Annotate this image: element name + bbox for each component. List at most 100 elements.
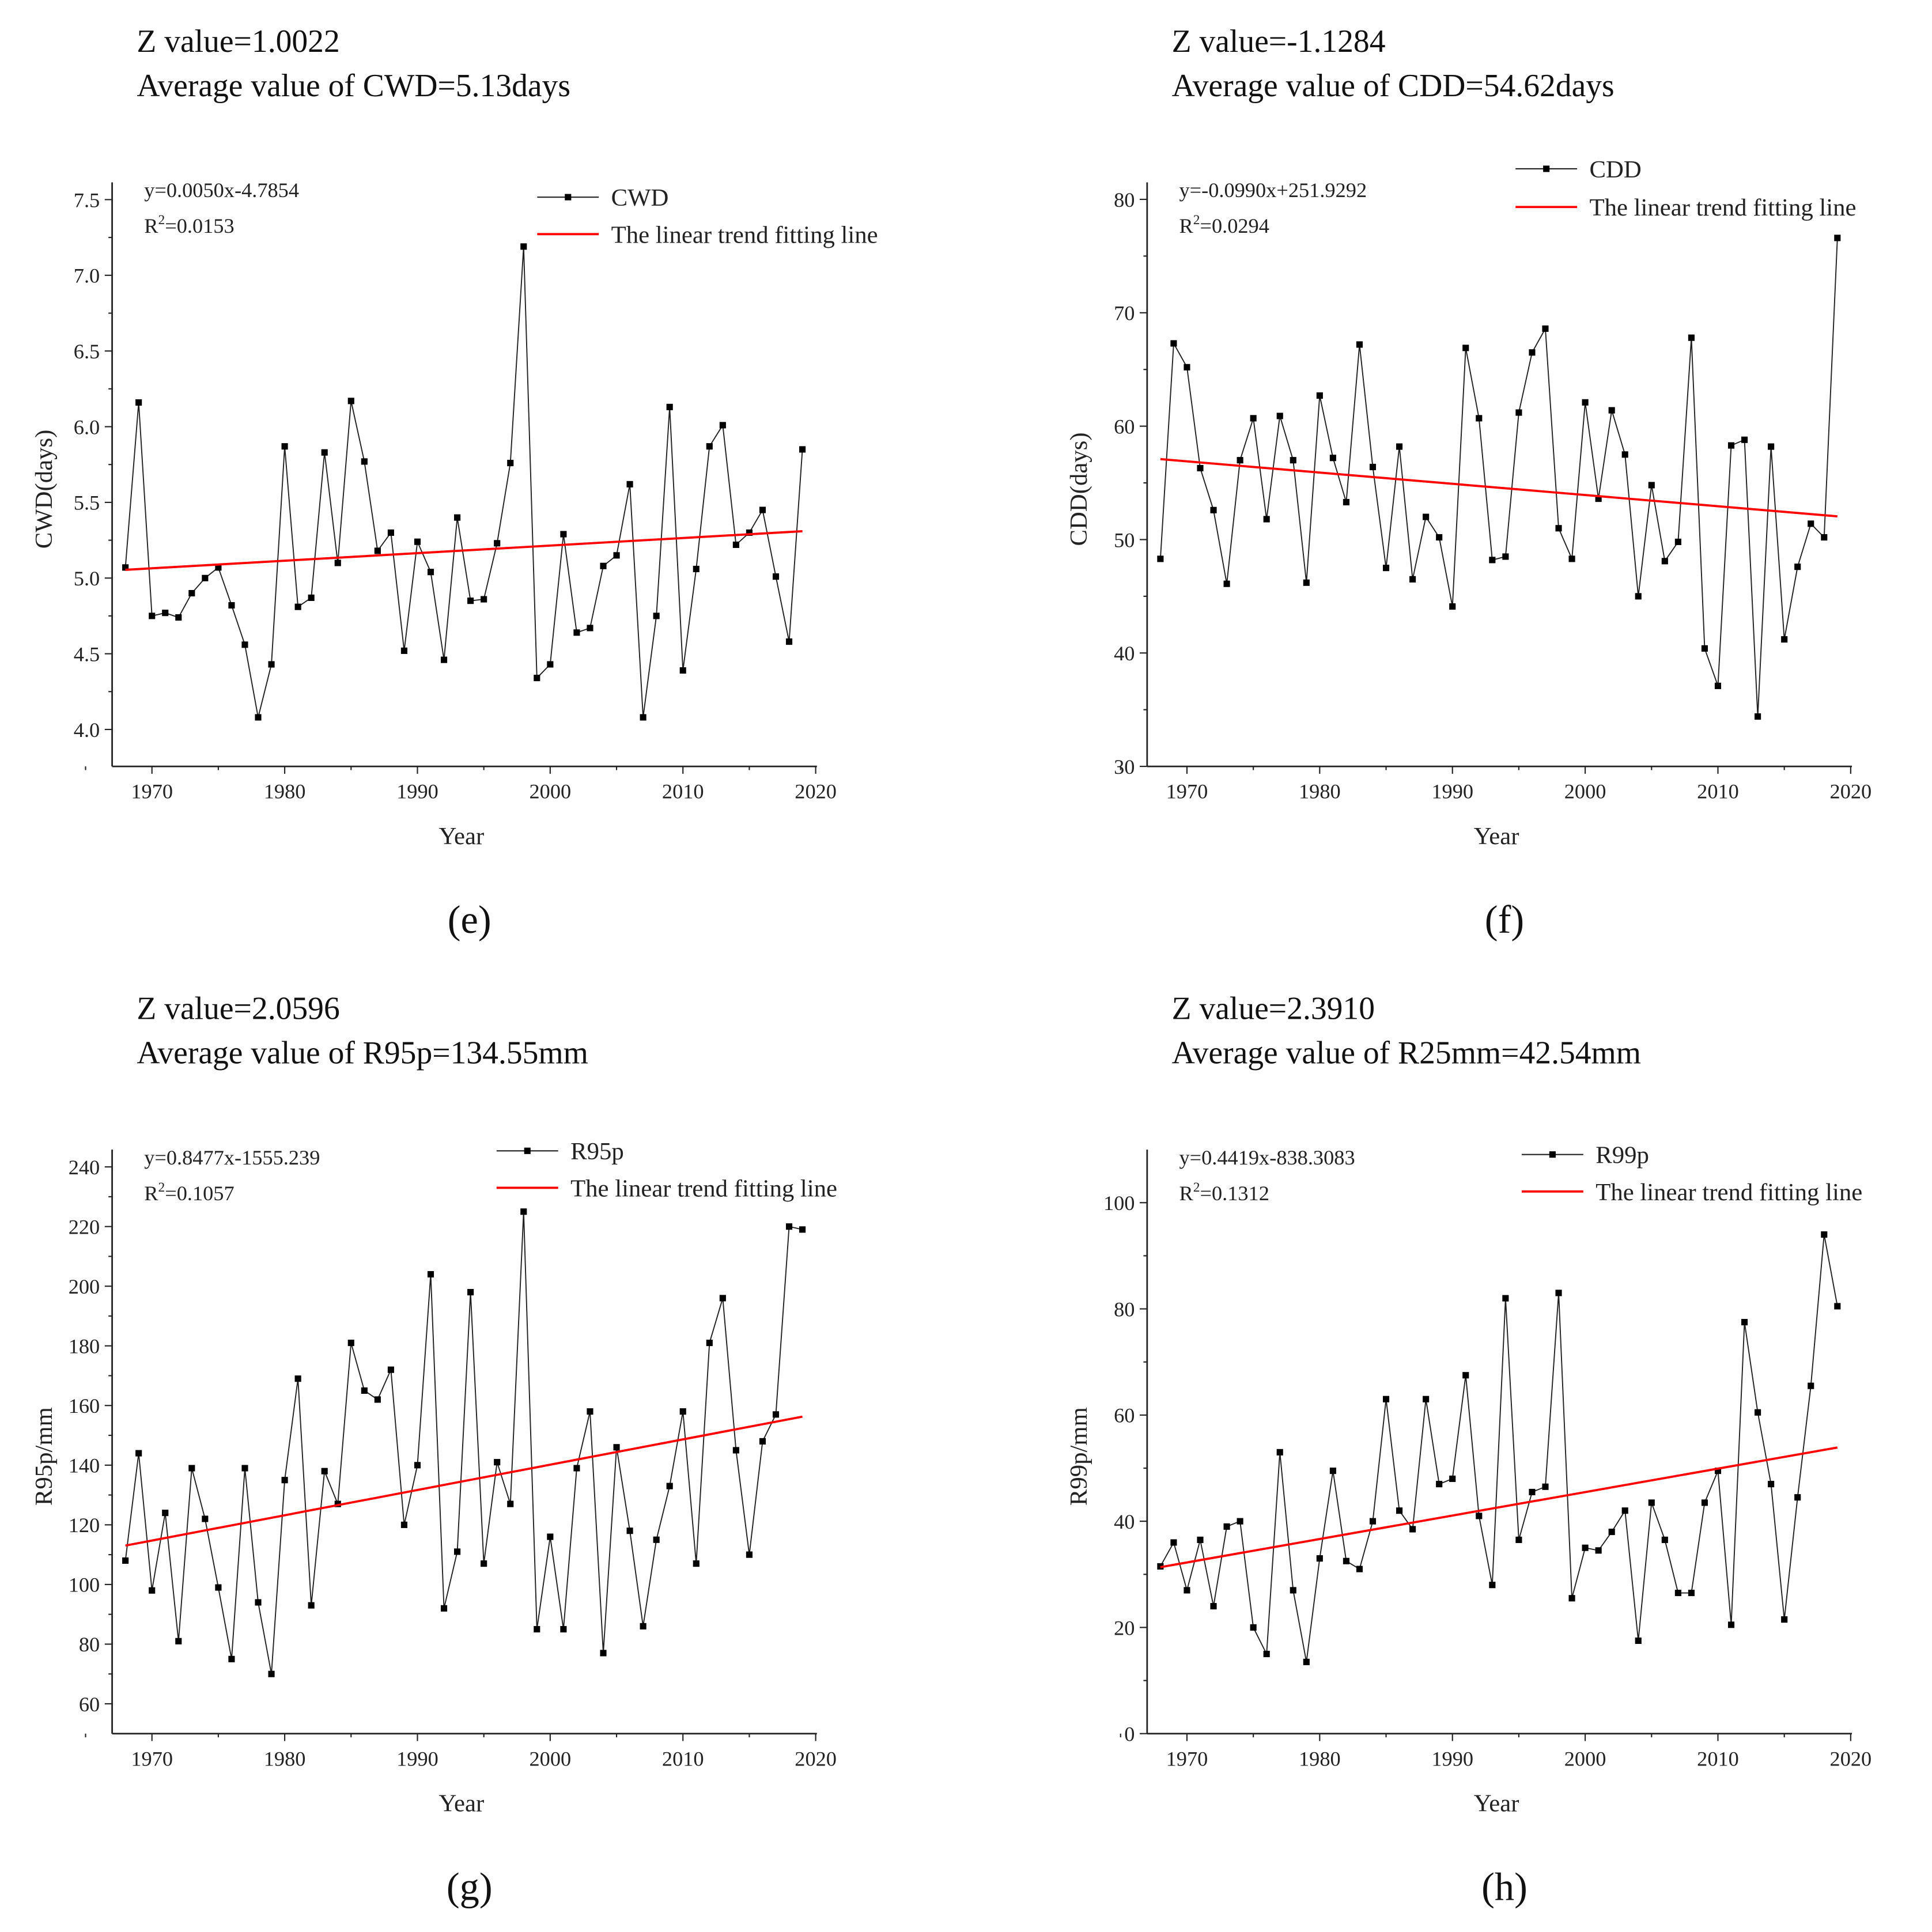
data-point-2005 (613, 1444, 620, 1451)
data-point-1975 (215, 1584, 222, 1591)
y-axis-label: R99p/mm (1065, 1407, 1092, 1506)
data-point-1981 (294, 603, 301, 610)
superscript: 2 (1193, 213, 1200, 228)
data-point-1993 (454, 514, 461, 521)
data-point-1974 (202, 574, 209, 581)
data-point-1979 (268, 1670, 275, 1677)
data-point-1995 (1515, 1536, 1522, 1543)
data-point-1970 (1184, 364, 1190, 370)
data-point-1975 (1250, 1624, 1257, 1631)
data-point-1989 (400, 1521, 407, 1528)
data-point-1980 (281, 443, 288, 450)
data-point-1982 (1343, 498, 1349, 506)
x-tick-label: 2020 (1830, 1747, 1872, 1770)
data-point-2000 (547, 661, 554, 668)
data-point-1994 (467, 598, 474, 604)
r-squared: R2=0.0294 (1179, 213, 1269, 237)
data-point-1994 (467, 1289, 474, 1296)
y-tick-label: 180 (69, 1335, 100, 1358)
data-point-1997 (1542, 325, 1549, 332)
x-axis-label: Year (1474, 823, 1519, 850)
y-tick-label: 120 (69, 1514, 100, 1537)
legend-series-label: R99p (1595, 1142, 1649, 1169)
y-tick-label: 5.5 (74, 491, 100, 515)
x-tick-label: 2000 (1564, 1747, 1606, 1770)
data-point-2017 (772, 1411, 780, 1418)
data-point-2009 (666, 1483, 673, 1489)
y-tick-label: 0 (1124, 1723, 1135, 1746)
y-tick-label: 7.5 (74, 188, 100, 211)
r-squared: R2=0.0153 (144, 213, 234, 237)
data-point-2013 (1755, 713, 1761, 720)
data-point-2018 (1821, 534, 1828, 541)
data-point-1973 (188, 589, 195, 597)
data-point-1968 (122, 564, 129, 571)
data-point-2000 (547, 1533, 554, 1540)
data-point-1970 (149, 1587, 156, 1594)
data-point-1982 (308, 1602, 315, 1609)
data-point-2013 (719, 422, 726, 429)
x-axis-label: Year (438, 1790, 484, 1817)
data-point-1979 (1303, 579, 1310, 586)
data-point-1974 (202, 1515, 209, 1522)
data-point-1996 (494, 1459, 501, 1466)
data-point-1994 (1502, 553, 1509, 560)
series-line (1160, 1234, 1838, 1662)
data-point-1993 (454, 1548, 461, 1555)
data-point-1971 (162, 1510, 169, 1517)
data-point-2007 (640, 1623, 646, 1629)
data-point-1981 (1329, 1468, 1336, 1474)
x-tick-label: 1980 (264, 780, 306, 803)
y-axis-label: CDD(days) (1065, 432, 1092, 546)
data-point-1988 (387, 1366, 394, 1373)
y-tick-label: 40 (1114, 1510, 1135, 1533)
data-point-2018 (785, 638, 793, 645)
data-point-1977 (1276, 1449, 1283, 1455)
y-axis-label: R95p/mm (31, 1407, 58, 1506)
chart-h: Z value=2.3910 Average value of R25mm=42.… (1065, 990, 1871, 1908)
trend-line (125, 530, 803, 571)
data-point-2014 (1768, 443, 1775, 450)
data-point-1990 (1449, 1475, 1456, 1482)
superscript: 2 (158, 1180, 165, 1195)
data-point-1974 (1237, 457, 1243, 464)
regression-equation: y=0.8477x-1555.239 (144, 1146, 320, 1169)
y-tick-label: 100 (69, 1574, 100, 1597)
data-point-1972 (1210, 1603, 1217, 1610)
data-point-1980 (281, 1477, 288, 1484)
data-point-2011 (693, 565, 700, 573)
data-point-1993 (1489, 557, 1496, 564)
data-point-1999 (534, 675, 540, 682)
chart-g: Z value=2.0596 Average value of R95p=134.… (31, 990, 837, 1908)
data-point-2005 (613, 552, 620, 559)
data-point-1968 (1157, 555, 1164, 562)
z-value-title: Z value=-1.1284 (1172, 24, 1386, 59)
trend-line (1160, 1446, 1838, 1568)
x-tick-label: 1970 (1166, 1747, 1208, 1770)
data-point-2012 (1741, 1319, 1748, 1326)
average-value-title: Average value of R25mm=42.54mm (1172, 1035, 1641, 1071)
data-point-1985 (1382, 1396, 1390, 1402)
data-point-1988 (387, 529, 394, 536)
data-point-1969 (135, 1450, 142, 1457)
z-value-title: Z value=2.3910 (1172, 990, 1375, 1026)
y-tick-label: 220 (69, 1216, 100, 1239)
data-point-2018 (1821, 1231, 1828, 1238)
data-point-2002 (573, 629, 580, 636)
data-point-2008 (653, 1536, 660, 1543)
x-tick-label: 1970 (131, 780, 173, 803)
legend-trend-label: The linear trend fitting line (611, 221, 878, 248)
data-point-1991 (427, 1271, 434, 1278)
data-point-2005 (1648, 482, 1655, 489)
x-tick-label: 2000 (1564, 780, 1606, 803)
legend-series-label: CDD (1590, 156, 1642, 183)
data-point-1982 (1343, 1557, 1349, 1564)
data-point-1972 (1210, 506, 1217, 513)
data-point-1978 (255, 714, 262, 721)
x-tick-label: 2010 (662, 780, 704, 803)
x-tick-label: 1990 (1431, 1747, 1473, 1770)
x-tick-label: 2020 (1830, 780, 1872, 803)
x-tick-label: 1970 (131, 1747, 173, 1770)
data-point-1969 (1170, 340, 1177, 347)
y-tick-label: 60 (79, 1693, 100, 1716)
